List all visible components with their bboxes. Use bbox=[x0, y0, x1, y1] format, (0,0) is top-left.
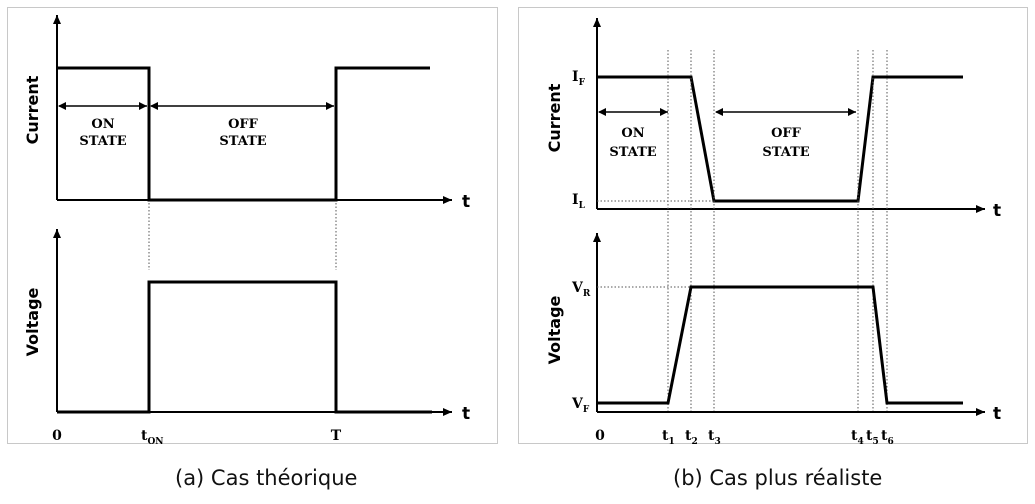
panel-b: Current t IF IL ON STATE OFF STATE Volta… bbox=[518, 7, 1028, 447]
panel-b-vf-label: VF bbox=[571, 396, 590, 415]
panel-b-tick-t4: t4 bbox=[851, 428, 864, 447]
panel-b-voltage-ylabel: Voltage bbox=[545, 295, 564, 364]
panel-b-voltage-waveform bbox=[597, 285, 963, 405]
panel-a-caption: (a) Cas théorique bbox=[175, 466, 358, 490]
panel-b-t-label-top: t bbox=[993, 201, 1001, 221]
panel-b-on-state-line1: ON bbox=[621, 126, 644, 141]
panel-b-tick-t5: t5 bbox=[866, 428, 879, 447]
panel-a-off-state-line1: OFF bbox=[228, 117, 259, 132]
panel-b-caption: (b) Cas plus réaliste bbox=[673, 466, 883, 490]
panel-a-current-ylabel: Current bbox=[23, 75, 42, 144]
panel-b-off-state-line1: OFF bbox=[771, 126, 802, 141]
panel-a-t-label-top: t bbox=[462, 192, 470, 212]
panel-b-il-label: IL bbox=[572, 192, 586, 211]
panel-a-tick-ton: tON bbox=[141, 428, 164, 447]
panel-b-if-label: IF bbox=[572, 69, 586, 88]
panel-a-on-state-line2: STATE bbox=[79, 134, 126, 149]
panel-b-frame bbox=[518, 7, 1028, 444]
panel-b-t-label-bottom: t bbox=[993, 404, 1001, 424]
panel-a-on-state-line1: ON bbox=[91, 117, 114, 132]
panel-a-tick-T: T bbox=[331, 428, 342, 444]
panel-b-tick-t6: t6 bbox=[881, 428, 894, 447]
panel-a-voltage-waveform bbox=[57, 280, 432, 414]
panel-b-current-ylabel: Current bbox=[545, 83, 564, 152]
panel-a-voltage-ylabel: Voltage bbox=[23, 287, 42, 356]
panel-b-tick-t1: t1 bbox=[662, 428, 675, 447]
panel-b-off-state-line2: STATE bbox=[762, 145, 809, 160]
panel-b-tick-t2: t2 bbox=[685, 428, 698, 447]
panel-b-tick-zero: 0 bbox=[595, 428, 605, 444]
panel-a-t-label-bottom: t bbox=[462, 404, 470, 424]
panel-a-tick-zero: 0 bbox=[52, 428, 62, 444]
panel-a-off-state-line2: STATE bbox=[219, 134, 266, 149]
panel-b-vr-label: VR bbox=[571, 280, 591, 299]
panel-a: Current t ON STATE OFF STATE Voltage t 0… bbox=[7, 7, 498, 447]
panel-b-on-state-line2: STATE bbox=[609, 145, 656, 160]
panel-a-current-waveform bbox=[57, 66, 430, 202]
panel-b-current-waveform bbox=[597, 75, 963, 203]
panel-b-tick-t3: t3 bbox=[708, 428, 721, 447]
panel-a-frame bbox=[7, 7, 498, 444]
